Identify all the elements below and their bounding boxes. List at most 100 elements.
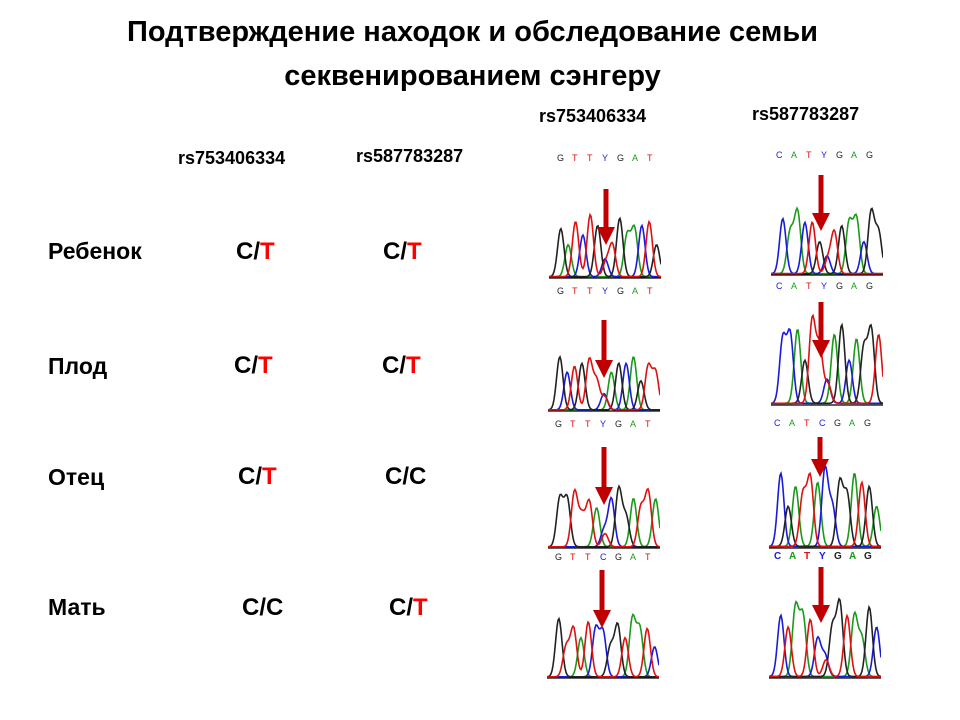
arrow-snp1-mother <box>593 570 611 628</box>
base-letter: G <box>555 552 563 562</box>
base-letter: A <box>851 150 858 160</box>
header-snp1: rs753406334 <box>178 148 286 168</box>
base-letter: T <box>572 286 578 296</box>
arrow-snp2-father <box>811 437 829 477</box>
base-letter: C <box>774 551 782 562</box>
trace-g <box>548 355 660 411</box>
base-letter: C <box>600 552 607 562</box>
base-letter: G <box>615 419 623 429</box>
base-letter: G <box>617 153 625 163</box>
trace-t <box>549 212 661 278</box>
base-letter: G <box>834 551 842 562</box>
trace-a <box>771 329 883 405</box>
base-letter: C <box>776 281 783 291</box>
trace-t <box>771 313 883 405</box>
chromatogram-snp1-fetus <box>548 355 660 412</box>
trace-a <box>771 206 883 275</box>
chromatogram-snp2-fetus <box>771 313 883 406</box>
trace-a <box>549 223 661 278</box>
base-letter: A <box>849 551 857 562</box>
trace-c <box>548 361 660 411</box>
base-letter: G <box>617 286 625 296</box>
base-letter: A <box>791 281 798 291</box>
trace-t <box>548 487 660 548</box>
base-letter: T <box>587 153 593 163</box>
header-snp2: rs587783287 <box>356 146 464 166</box>
base-letter: A <box>789 418 796 428</box>
chromatogram-snp1-mother <box>547 612 659 679</box>
base-letter: G <box>557 286 565 296</box>
arrow-snp2-child <box>812 175 830 231</box>
trace-t <box>769 613 881 678</box>
trace-g <box>548 484 660 548</box>
chromatogram-snp1-child <box>549 212 661 279</box>
base-letter: A <box>632 153 639 163</box>
genotype-father-snp1: C/T <box>238 463 277 490</box>
base-letter: G <box>836 150 844 160</box>
slide-title: Подтверждение находок и обследование сем… <box>0 10 945 98</box>
trace-t <box>769 471 881 548</box>
base-letter: C <box>776 150 783 160</box>
genotype-child-snp2: C/T <box>383 238 422 265</box>
base-letter: T <box>804 551 811 562</box>
base-letter: T <box>587 286 593 296</box>
base-letter: T <box>572 153 578 163</box>
chromatogram-snp1-father <box>548 484 660 549</box>
genotype-fetus-snp2: C/T <box>382 352 421 379</box>
base-letter: C <box>819 418 826 428</box>
base-letter: G <box>834 418 842 428</box>
base-letter: A <box>632 286 639 296</box>
base-letter: A <box>630 552 637 562</box>
chromatogram-snp2-child <box>771 206 883 276</box>
base-letter: A <box>851 281 858 291</box>
base-letter: G <box>557 153 565 163</box>
row-label-fetus: Плод <box>48 353 108 379</box>
genotype-fetus-snp1: C/T <box>234 352 273 379</box>
base-letter: T <box>647 153 653 163</box>
row-label-child: Ребенок <box>48 238 142 264</box>
trace-t <box>547 620 659 678</box>
trace-t <box>548 356 660 411</box>
base-letter: T <box>806 281 812 291</box>
base-letter: T <box>804 418 810 428</box>
arrow-snp1-fetus <box>595 320 613 378</box>
base-letter: G <box>836 281 844 291</box>
base-letter: A <box>849 418 856 428</box>
base-letter: Y <box>819 551 826 562</box>
arrow-snp2-mother <box>812 567 830 623</box>
base-letter: A <box>791 150 798 160</box>
header-chromatogram-snp2: rs587783287 <box>752 104 860 124</box>
base-letter: A <box>630 419 637 429</box>
trace-t <box>771 220 883 275</box>
row-label-mother: Мать <box>48 594 106 620</box>
base-letter: Y <box>600 419 607 429</box>
base-letter: A <box>789 551 797 562</box>
arrow-snp1-child <box>597 189 615 245</box>
genotype-mother-snp1: C/C <box>242 594 284 621</box>
base-letter: T <box>585 419 591 429</box>
title-line-1: Подтверждение находок и обследование сем… <box>126 16 819 48</box>
base-letter: G <box>864 551 872 562</box>
trace-g <box>769 476 881 548</box>
base-letter: G <box>866 150 874 160</box>
base-letter: Y <box>821 150 828 160</box>
base-letter: T <box>806 150 812 160</box>
arrow-snp1-father <box>595 447 613 505</box>
base-letter: T <box>570 552 576 562</box>
base-letter: T <box>647 286 653 296</box>
base-letter: Y <box>602 286 609 296</box>
base-letter: T <box>585 552 591 562</box>
base-letter: T <box>645 552 651 562</box>
genotype-father-snp2: C/C <box>385 463 427 490</box>
base-letter: T <box>645 419 651 429</box>
base-letter: Y <box>821 281 828 291</box>
base-letter: G <box>555 419 563 429</box>
